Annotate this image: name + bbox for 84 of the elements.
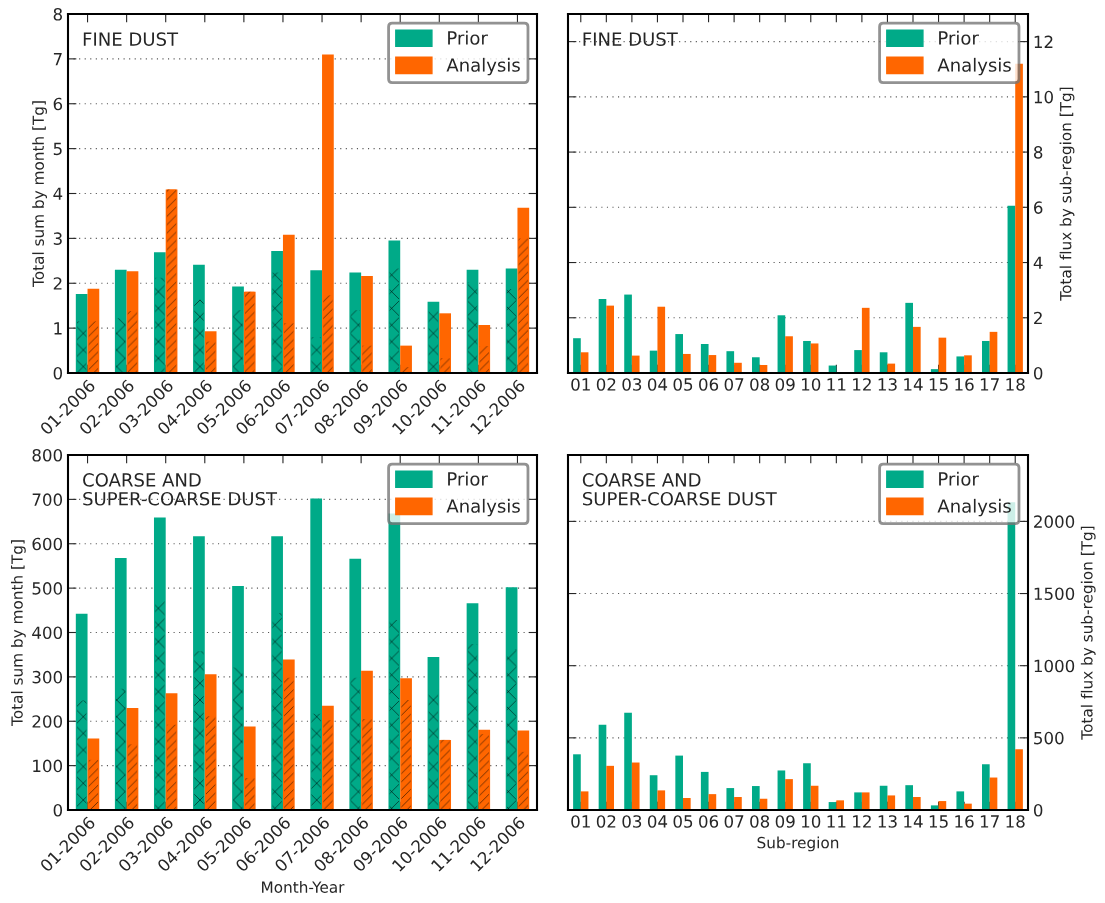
x-tick-label: 14 <box>904 378 923 391</box>
x-tick-label: 14 <box>904 815 923 828</box>
y2-tick-label: 8 <box>1033 146 1043 159</box>
x-tick-label: 16 <box>955 815 974 828</box>
y2-tick-label: 500 <box>1034 731 1064 745</box>
x-tick-label: 09 <box>775 815 795 828</box>
x-tick-label: 03 <box>622 815 642 828</box>
x-tick-label: 01 <box>571 378 590 391</box>
y-tick-label: 3 <box>53 232 62 245</box>
legend-label: Analysis <box>446 57 520 76</box>
y2-axis-title: Total flux by sub-region [Tg] <box>1059 87 1075 301</box>
x-axis-title: Sub-region <box>757 836 839 852</box>
legend-label: Prior <box>448 471 488 486</box>
y-axis-title: Total sum by month [Tg] <box>32 101 47 287</box>
legend-label: Analysis <box>937 498 1011 517</box>
annotation: FINE DUST <box>83 32 179 46</box>
y-tick-label: 8 <box>53 7 62 21</box>
y2-tick-label: 10 <box>1034 90 1053 104</box>
y-tick-label: 400 <box>32 626 63 640</box>
y2-tick-label: 0 <box>1033 366 1043 380</box>
x-tick-label: 03 <box>622 378 642 391</box>
legend-label: Analysis <box>446 498 520 517</box>
y2-tick-label: 6 <box>1034 201 1043 214</box>
x-tick-label: 09 <box>775 378 795 391</box>
y2-tick-label: 4 <box>1033 256 1043 269</box>
legend-label: Prior <box>448 30 488 45</box>
x-tick-label: 11 <box>827 815 846 828</box>
y-tick-label: 7 <box>53 53 62 66</box>
x-tick-label: 10 <box>802 815 821 828</box>
x-tick-label: 08 <box>750 378 770 391</box>
x-tick-label: 15 <box>929 815 948 828</box>
x-tick-label: 18 <box>1006 378 1025 391</box>
annotation: COARSE AND SUPER-COARSE DUST <box>83 473 278 506</box>
annotation: FINE DUST <box>583 32 678 46</box>
x-tick-label: 18 <box>1006 815 1025 828</box>
y2-axis-title: Total flux by sub-region [Tg] <box>1080 526 1096 740</box>
x-tick-label: 06 <box>699 815 719 828</box>
x-tick-label: 06 <box>699 378 719 391</box>
y2-tick-label: 0 <box>1033 803 1043 817</box>
x-tick-label: 05 <box>673 378 693 391</box>
y-tick-label: 200 <box>32 715 63 728</box>
x-tick-label: 17 <box>980 815 999 828</box>
x-tick-label: 13 <box>878 815 897 828</box>
y-tick-label: 300 <box>32 670 63 684</box>
x-tick-label: 13 <box>878 378 897 391</box>
x-tick-label: 10 <box>802 378 821 391</box>
y2-tick-label: 2 <box>1034 311 1042 325</box>
y-tick-label: 600 <box>32 537 63 551</box>
y-tick-label: 0 <box>53 803 63 817</box>
y2-tick-label: 12 <box>1034 35 1053 48</box>
x-tick-label: 11 <box>827 378 846 391</box>
x-tick-label: 07 <box>724 815 744 828</box>
x-tick-label: 01 <box>571 815 590 828</box>
y-tick-label: 500 <box>32 582 63 595</box>
x-tick-label: 12 <box>853 378 871 391</box>
x-tick-label: 02 <box>596 815 616 828</box>
y2-tick-label: 1500 <box>1034 587 1075 601</box>
x-axis-title: Month-Year <box>262 881 345 893</box>
y-tick-label: 4 <box>53 187 63 200</box>
legend-label: Prior <box>939 30 979 45</box>
legend-label: Analysis <box>937 57 1011 76</box>
x-tick-label: 12 <box>853 815 871 828</box>
x-tick-label: 16 <box>955 378 974 391</box>
y-tick-label: 0 <box>53 366 63 380</box>
y-tick-label: 100 <box>33 759 63 773</box>
x-tick-label: 04 <box>647 378 668 391</box>
x-tick-label: 17 <box>980 378 999 391</box>
y2-tick-label: 2000 <box>1034 515 1075 528</box>
x-tick-label: 08 <box>750 815 770 828</box>
x-tick-label: 04 <box>647 815 668 828</box>
y-tick-label: 800 <box>32 448 63 462</box>
y-axis-title: Total sum by month [Tg] <box>10 540 26 726</box>
x-tick-label: 05 <box>673 815 693 828</box>
x-tick-label: 15 <box>929 378 948 391</box>
y-tick-label: 6 <box>53 97 63 111</box>
y-tick-label: 700 <box>32 493 63 506</box>
y-tick-label: 1 <box>54 322 62 335</box>
y-tick-label: 5 <box>53 142 62 156</box>
annotation: COARSE AND SUPER-COARSE DUST <box>582 473 777 506</box>
y2-tick-label: 1000 <box>1034 659 1075 673</box>
x-tick-label: 07 <box>724 378 744 391</box>
legend-label: Prior <box>939 471 979 486</box>
x-tick-label: 02 <box>596 378 616 391</box>
y-tick-label: 2 <box>53 277 62 290</box>
